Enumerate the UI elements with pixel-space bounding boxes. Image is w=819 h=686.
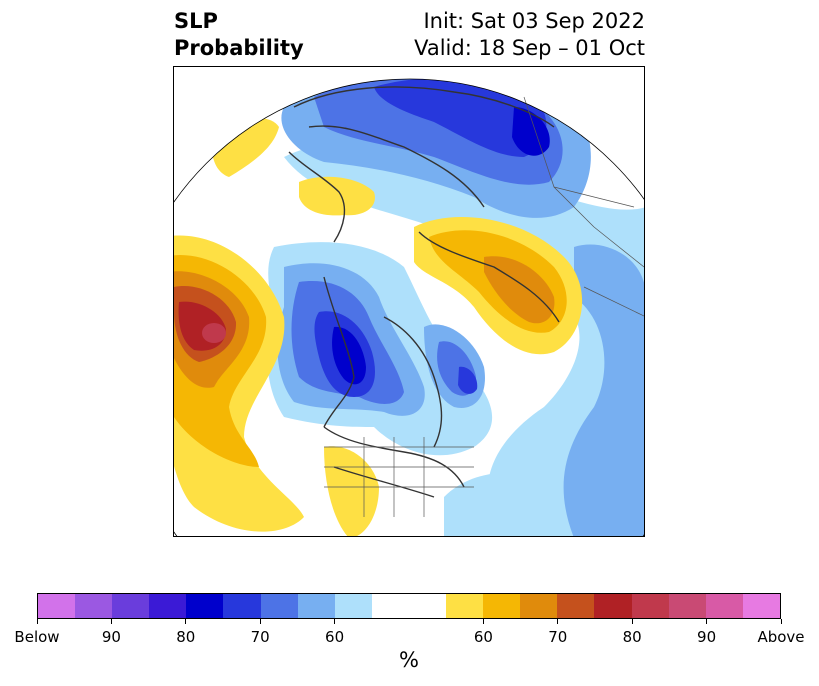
colorbar (37, 593, 781, 619)
colorbar-tick-label: Above (757, 628, 805, 646)
colorbar-tick-label: 70 (548, 628, 568, 646)
valid-range: Valid: 18 Sep – 01 Oct (414, 36, 645, 60)
colorbar-segment (112, 594, 150, 618)
title-type: Probability (174, 36, 304, 60)
colorbar-unit: % (399, 648, 419, 672)
colorbar-tick-label: 80 (622, 628, 642, 646)
colorbar-tick-label: 70 (250, 628, 270, 646)
colorbar-segment (149, 594, 187, 618)
coastlines (288, 86, 560, 498)
colorbar-segment (371, 594, 409, 618)
colorbar-tick-mark (706, 619, 708, 624)
colorbar-tick-mark (185, 619, 187, 624)
colorbar-tick-mark (110, 619, 112, 624)
map-graphic (174, 78, 644, 536)
colorbar-segment (408, 594, 447, 618)
colorbar-segment (297, 594, 335, 618)
colorbar-segment (594, 594, 632, 618)
colorbar-tick-label: 80 (176, 628, 196, 646)
colorbar-segment (520, 594, 558, 618)
probability-field (174, 79, 644, 536)
colorbar-segment (75, 594, 113, 618)
colorbar-tick-label: Below (14, 628, 60, 646)
colorbar-segment (260, 594, 298, 618)
title-variable: SLP (174, 9, 218, 33)
colorbar-segment (223, 594, 261, 618)
colorbar-segment (334, 594, 372, 618)
polar-map (173, 66, 645, 537)
colorbar-tick-mark (780, 619, 782, 624)
colorbar-tick-mark (334, 619, 336, 624)
colorbar-segment (186, 594, 224, 618)
colorbar-segment (705, 594, 743, 618)
colorbar-segment (483, 594, 521, 618)
map-dates: Init: Sat 03 Sep 2022 Valid: 18 Sep – 01… (414, 8, 645, 62)
map-title: SLP Probability (174, 8, 304, 62)
borders (324, 96, 644, 517)
colorbar-tick-mark (557, 619, 559, 624)
colorbar-segment (38, 594, 76, 618)
colorbar-segment (631, 594, 669, 618)
colorbar-segment (668, 594, 706, 618)
colorbar-tick-label: 90 (101, 628, 121, 646)
colorbar-tick-mark (259, 619, 261, 624)
colorbar-tick-mark (36, 619, 38, 624)
colorbar-tick-mark (631, 619, 633, 624)
colorbar-segment (557, 594, 595, 618)
colorbar-tick-label: 60 (325, 628, 345, 646)
colorbar-tick-mark (482, 619, 484, 624)
colorbar-segment (446, 594, 484, 618)
init-date: Init: Sat 03 Sep 2022 (423, 9, 645, 33)
colorbar-tick-label: 90 (697, 628, 717, 646)
colorbar-tick-label: 60 (473, 628, 493, 646)
colorbar-segment (742, 594, 780, 618)
